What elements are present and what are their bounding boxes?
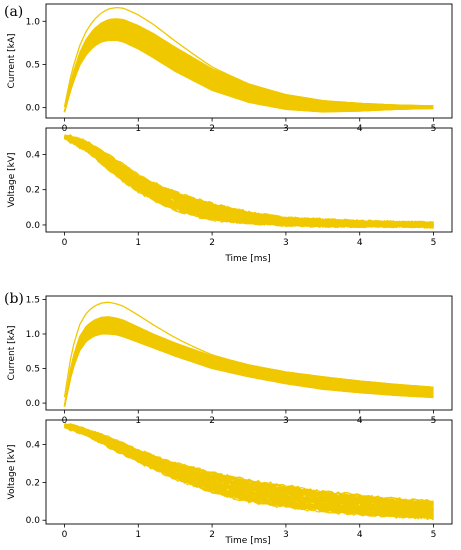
x-tick-label: 3 bbox=[283, 124, 289, 134]
y-tick-label: 0.4 bbox=[26, 441, 41, 451]
y-tick-label: 0.5 bbox=[26, 60, 40, 70]
series-curve bbox=[64, 134, 434, 225]
x-tick-label: 1 bbox=[135, 238, 141, 248]
current-chart-a: 0 1 2 3 4 5 0.0 0.5 1.0 Current [kA] bbox=[7, 3, 453, 134]
x-tick-label: 2 bbox=[209, 124, 215, 134]
y-tick-label: 0.0 bbox=[26, 516, 41, 526]
current-chart-b: 0 1 2 3 4 5 0.0 0.5 1.0 1.5 Current [kA] bbox=[7, 295, 453, 426]
panel-label-a: (a) bbox=[4, 4, 23, 20]
x-axis-label-a: Time [ms] bbox=[224, 254, 270, 264]
y-axis-label: Voltage [kV] bbox=[7, 444, 17, 499]
plot-frame bbox=[45, 3, 453, 119]
x-tick-label: 1 bbox=[135, 530, 141, 540]
series-curve bbox=[64, 134, 434, 226]
x-tick-label: 0 bbox=[62, 124, 68, 134]
y-tick-label: 0.2 bbox=[26, 478, 40, 488]
x-tick-label: 3 bbox=[283, 530, 289, 540]
voltage-chart-a: 0 1 2 3 4 5 0.0 0.2 0.4 Voltage [kV] bbox=[7, 127, 453, 248]
outlier-curve bbox=[63, 6, 434, 108]
x-tick-label: 5 bbox=[431, 238, 437, 248]
y-tick-label: 1.0 bbox=[26, 17, 41, 27]
x-tick-label: 4 bbox=[357, 530, 363, 540]
x-tick-label: 0 bbox=[62, 238, 68, 248]
plot-frame bbox=[45, 419, 453, 525]
x-tick-label: 4 bbox=[357, 124, 363, 134]
outlier-curve bbox=[63, 301, 434, 398]
y-axis-label: Voltage [kV] bbox=[7, 152, 17, 207]
x-tick-label: 0 bbox=[62, 416, 68, 426]
series-curve bbox=[64, 134, 434, 226]
x-tick-label: 1 bbox=[135, 124, 141, 134]
y-tick-label: 0.0 bbox=[26, 399, 41, 409]
x-tick-label: 2 bbox=[209, 416, 215, 426]
series-curve bbox=[63, 37, 434, 113]
x-tick-label: 2 bbox=[209, 530, 215, 540]
x-tick-label: 1 bbox=[135, 416, 141, 426]
x-tick-label: 4 bbox=[357, 238, 363, 248]
y-axis-label: Current [kA] bbox=[7, 325, 17, 380]
y-tick-label: 0.2 bbox=[26, 186, 40, 196]
curve-group bbox=[63, 301, 434, 407]
y-axis-label: Current [kA] bbox=[7, 33, 17, 88]
y-tick-label: 1.0 bbox=[26, 330, 41, 340]
curve-group bbox=[64, 134, 434, 230]
x-tick-label: 3 bbox=[283, 416, 289, 426]
y-tick-label: 0.4 bbox=[26, 150, 41, 160]
y-tick-label: 1.5 bbox=[26, 295, 40, 305]
plot-frame bbox=[45, 295, 453, 411]
series-curve bbox=[64, 423, 434, 503]
curve-group bbox=[64, 423, 434, 521]
curve-group bbox=[63, 6, 434, 113]
x-tick-label: 4 bbox=[357, 416, 363, 426]
x-tick-label: 3 bbox=[283, 238, 289, 248]
x-tick-label: 5 bbox=[431, 530, 437, 540]
plot-frame bbox=[45, 127, 453, 233]
panel-label-b: (b) bbox=[4, 291, 24, 307]
x-tick-label: 2 bbox=[209, 238, 215, 248]
x-tick-label: 0 bbox=[62, 530, 68, 540]
x-tick-label: 5 bbox=[431, 416, 437, 426]
y-tick-label: 0.0 bbox=[26, 104, 41, 114]
x-axis-label-b: Time [ms] bbox=[224, 536, 270, 546]
series-curve bbox=[64, 423, 434, 504]
y-tick-label: 0.0 bbox=[26, 221, 41, 231]
x-tick-label: 5 bbox=[431, 124, 437, 134]
y-tick-label: 0.5 bbox=[26, 365, 40, 375]
voltage-chart-b: 0 1 2 3 4 5 0.0 0.2 0.4 Voltage [kV] bbox=[7, 419, 453, 540]
